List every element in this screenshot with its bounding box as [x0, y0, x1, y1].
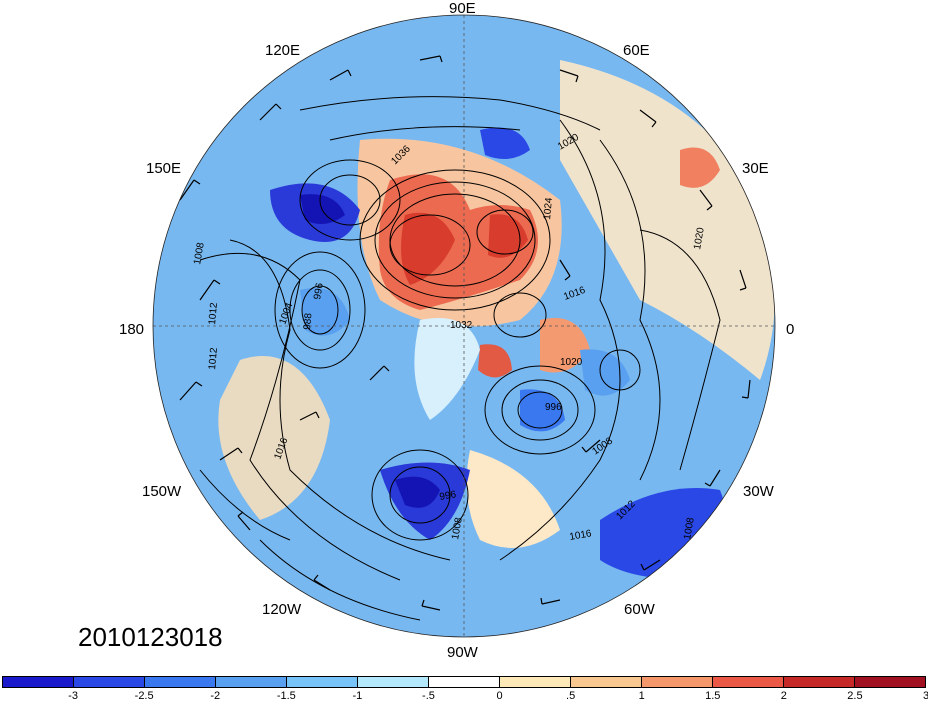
colorbar-swatch [855, 677, 925, 687]
longitude-label-120w: 120W [262, 601, 302, 618]
contour-value-label: 1008 [682, 516, 697, 540]
longitude-label-60e: 60E [623, 42, 650, 59]
longitude-label-90w: 90W [447, 644, 478, 661]
contour-value-label: 1032 [450, 320, 473, 331]
contour-value-label: 996 [439, 489, 458, 503]
contour-value-label: 1008 [450, 516, 465, 540]
timestamp-label: 2010123018 [78, 622, 223, 652]
colorbar-tick-label: -2.5 [134, 690, 154, 702]
colorbar-tick-label: -1.5 [276, 690, 296, 702]
colorbar-swatch [713, 677, 784, 687]
colorbar-swatch [145, 677, 216, 687]
colorbar-tick-label: 2 [780, 690, 787, 702]
contour-value-label: 988 [302, 312, 314, 330]
colorbar-tick-label: -.5 [422, 690, 435, 702]
contour-value-label: 1016 [569, 528, 593, 543]
isobar-contours [199, 96, 721, 621]
colorbar-swatch [500, 677, 571, 687]
map-boundary [152, 14, 776, 638]
longitude-label-90e: 90E [449, 0, 476, 17]
graticule [153, 15, 775, 637]
colorbar-swatch [3, 677, 74, 687]
longitude-label-180: 180 [119, 321, 145, 338]
colorbar-tick-label: 0 [496, 690, 503, 702]
colorbar-tick-label: -2 [210, 690, 221, 702]
colorbar-swatch [571, 677, 642, 687]
contour-value-label: 1024 [542, 197, 555, 221]
longitude-label-0: 0 [786, 321, 795, 338]
longitude-label-30e: 30E [742, 160, 769, 177]
colorbar-tick-label: 1 [638, 690, 645, 702]
contour-value-label: 996 [312, 282, 326, 301]
colorbar-swatch [74, 677, 145, 687]
colorbar-swatch [429, 677, 500, 687]
contour-value-label: 1012 [207, 302, 220, 326]
longitude-label-30w: 30W [743, 483, 774, 500]
colorbar-swatch [216, 677, 287, 687]
colorbar-tick-label: 3 [922, 690, 928, 702]
longitude-label-150w: 150W [142, 483, 182, 500]
colorbar-swatch [287, 677, 358, 687]
wind-barbs [179, 55, 751, 611]
colorbar-tick-label: 1.5 [705, 690, 721, 702]
contour-value-label: 1020 [692, 226, 707, 250]
colorbar-tick-label: 2.5 [847, 690, 863, 702]
colorbar-swatch [642, 677, 713, 687]
colorbar-tick-label: .5 [566, 690, 576, 702]
longitude-label-120e: 120E [265, 42, 301, 59]
colorbar [2, 676, 926, 688]
colorbar-tick-label: -3 [68, 690, 78, 702]
contour-value-label: 996 [545, 402, 562, 413]
contour-value-label: 1008 [192, 241, 207, 265]
contour-value-label: 1020 [560, 357, 583, 368]
contour-value-label: 1012 [207, 347, 220, 371]
colorbar-tick-label: -1 [352, 690, 363, 702]
colorbar-swatch [784, 677, 855, 687]
longitude-label-150e: 150E [146, 160, 182, 177]
longitude-label-60w: 60W [624, 601, 655, 618]
colorbar-swatch [358, 677, 429, 687]
